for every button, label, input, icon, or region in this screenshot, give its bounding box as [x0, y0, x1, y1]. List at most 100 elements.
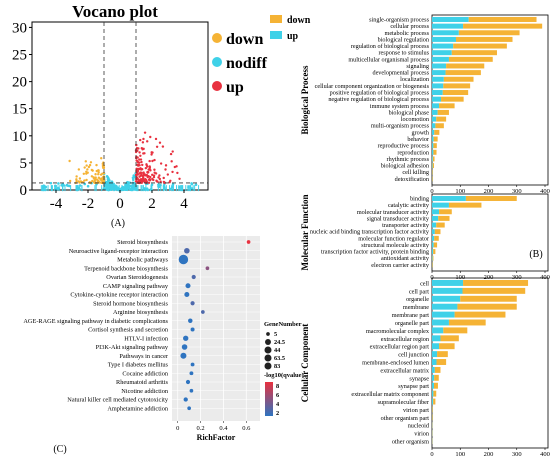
volcano-point-up [139, 174, 143, 177]
go-term-label: response to stimulus [378, 50, 429, 57]
volcano-point-up [145, 164, 148, 167]
volcano-point-nodiff [137, 185, 139, 192]
go-term-label: molecular transducer activity [357, 209, 430, 216]
volcano-point-nodiff [132, 176, 136, 179]
go-bar-down [432, 156, 435, 162]
go-bar-up [432, 209, 440, 215]
volcano-point-nodiff [94, 185, 96, 192]
go-x-tick-label: 200 [484, 451, 494, 458]
volcano-point-up [140, 171, 143, 175]
volcano-point-up [159, 180, 162, 183]
volcano-legend-label: nodiff [226, 55, 268, 72]
kegg-pathway-label: Arginine biosynthesis [113, 309, 169, 316]
volcano-point-up [170, 160, 173, 163]
go-x-tick-label: 300 [512, 188, 522, 195]
volcano-point-nodiff [171, 185, 173, 192]
kegg-grid [172, 236, 260, 421]
volcano-point-nodiff [110, 184, 114, 188]
go-bar-down [441, 96, 464, 102]
go-term-label: catalytic activity [388, 202, 430, 209]
volcano-point-down [100, 157, 103, 160]
go-bar-up [432, 70, 446, 76]
kegg-size-legend-dot [265, 339, 271, 345]
panel-label-a: (A) [111, 218, 125, 229]
volcano-y-tick-label: 5 [20, 156, 28, 172]
volcano-plot: Vocano plot -4 -2 0 2 4 0 5 10 15 20 25 30 down nodi… [12, 2, 268, 229]
go-term-label: antioxidant activity [381, 255, 430, 262]
go-bar-down [454, 311, 506, 318]
kegg-dot [190, 362, 195, 367]
volcano-point-up [149, 175, 152, 179]
go-bar-down [433, 149, 437, 155]
volcano-point-down [91, 179, 94, 183]
volcano-point-nodiff [62, 185, 64, 192]
volcano-point-nodiff [190, 182, 193, 185]
volcano-point-up [154, 137, 158, 141]
go-bar-up [432, 398, 434, 405]
go-bar-up [432, 163, 433, 169]
volcano-x-tick-label: -4 [50, 196, 63, 212]
kegg-dot [191, 274, 196, 280]
go-bar-down [448, 319, 486, 326]
go-x-tick-label: 100 [455, 274, 465, 281]
go-bar-up [432, 90, 443, 96]
go-bar-up [432, 343, 440, 350]
volcano-point-down [102, 166, 106, 170]
go-legend-swatch [270, 31, 282, 39]
go-bar-up [432, 30, 459, 36]
go-bar-down [440, 335, 459, 342]
kegg-pathway-label: Type I diabetes mellitus [108, 362, 169, 369]
go-bar-up [432, 123, 436, 129]
go-bar-down [433, 382, 438, 389]
volcano-point-nodiff [44, 185, 46, 192]
go-bar-up [432, 280, 464, 286]
volcano-point-up [163, 181, 166, 185]
volcano-point-nodiff [41, 185, 43, 192]
kegg-size-legend-dot [266, 332, 270, 336]
volcano-point-down [97, 171, 100, 174]
go-term-label: cell part [409, 288, 429, 295]
kegg-dot [185, 283, 191, 289]
volcano-point-up [162, 176, 165, 180]
go-bar-up [432, 156, 433, 162]
kegg-pathway-label: Steroid hormone biosynthesis [93, 300, 168, 307]
go-bar-up [432, 202, 449, 208]
volcano-point-up [139, 158, 143, 161]
volcano-point-down [86, 171, 89, 174]
volcano-point-down [100, 177, 104, 180]
go-group-label: Molecular Function [300, 194, 310, 270]
go-bar-up [432, 249, 434, 255]
volcano-point-up [154, 172, 158, 175]
kegg-size-legend-label: 63.5 [274, 355, 285, 362]
go-bar-up [432, 311, 455, 318]
volcano-point-nodiff [198, 185, 200, 192]
go-term-label: virion [414, 431, 429, 438]
volcano-y-tick-label: 20 [12, 75, 27, 91]
volcano-point-nodiff [132, 185, 134, 192]
go-group-label: Cellular Component [300, 324, 310, 403]
go-bar-up [432, 129, 435, 135]
volcano-y-tick-label: 15 [12, 102, 27, 118]
go-term-label: nucleoid [408, 423, 430, 430]
kegg-size-legend-label: 83 [274, 363, 280, 370]
volcano-point-nodiff [157, 185, 159, 192]
go-groups: Biological Process single-organism proces… [300, 14, 550, 458]
go-term-label: cellular component organization or bioge… [315, 83, 430, 90]
kegg-dot [181, 344, 188, 350]
volcano-y-tick-label: 25 [12, 48, 27, 64]
volcano-point-nodiff [188, 185, 190, 192]
volcano-point-up [164, 164, 168, 167]
volcano-point-up [158, 141, 162, 144]
go-bar-up [432, 366, 435, 373]
volcano-point-up [152, 175, 156, 179]
volcano-point-up [146, 140, 149, 143]
go-x-tick-label: 300 [512, 451, 522, 458]
go-bar-down [443, 83, 471, 89]
go-bar-down [451, 50, 497, 56]
go-bar-up [432, 36, 457, 42]
volcano-point-nodiff [51, 185, 53, 192]
go-x-tick-label: 400 [540, 451, 550, 458]
volcano-point-nodiff [189, 185, 191, 192]
kegg-pathway-label: Nicotine addiction [121, 388, 169, 395]
kegg-dot [190, 327, 195, 332]
